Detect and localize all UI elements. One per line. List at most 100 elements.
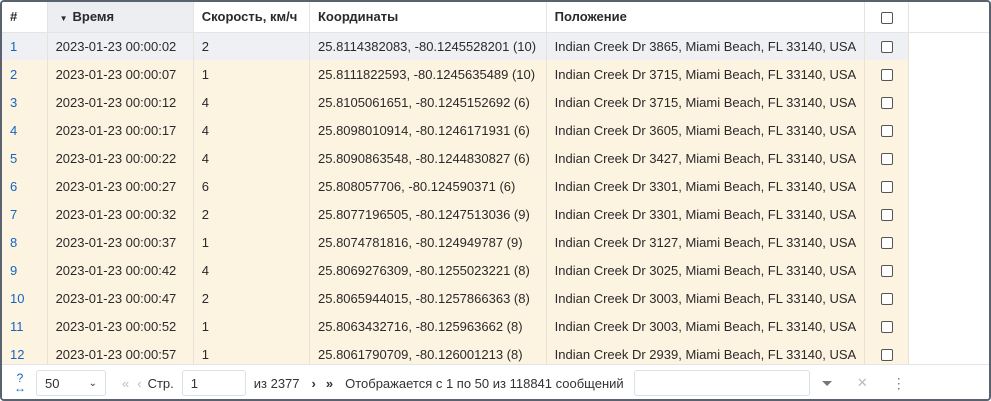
row-position: Indian Creek Dr 3301, Miami Beach, FL 33… [546, 200, 866, 228]
row-speed: 1 [193, 60, 311, 88]
table-row[interactable]: 10 2023-01-23 00:00:47 2 25.8065944015, -80… [2, 284, 989, 312]
row-time: 2023-01-23 00:00:12 [47, 88, 194, 116]
header-coordinates[interactable]: Координаты [309, 2, 547, 33]
row-coordinates: 25.8098010914, -80.1246171931 (6) [309, 116, 547, 144]
table-row[interactable]: 8 2023-01-23 00:00:37 1 25.8074781816, -80.… [2, 228, 989, 256]
row-select[interactable] [864, 116, 909, 144]
row-blank [908, 88, 989, 116]
row-checkbox[interactable] [880, 321, 893, 334]
row-position: Indian Creek Dr 3025, Miami Beach, FL 33… [546, 256, 866, 284]
header-speed[interactable]: Скорость, км/ч [193, 2, 311, 33]
row-position: Indian Creek Dr 3301, Miami Beach, FL 33… [546, 172, 866, 200]
row-select[interactable] [864, 284, 909, 312]
header-select-all[interactable] [864, 2, 909, 33]
row-speed: 4 [193, 144, 311, 172]
row-select[interactable] [864, 172, 909, 200]
row-speed: 4 [193, 256, 311, 284]
row-time: 2023-01-23 00:00:07 [47, 60, 194, 88]
pagination-bar: ? ↔ 50 ⌄ « ‹ Стр. 1 из 2377 › » Отображает… [2, 364, 989, 399]
row-checkbox[interactable] [880, 69, 893, 82]
row-select[interactable] [864, 228, 909, 256]
row-coordinates: 25.8105061651, -80.1245152692 (6) [309, 88, 547, 116]
row-coordinates: 25.8065944015, -80.1257866363 (8) [309, 284, 547, 312]
filter-icon[interactable]: ⏷ [821, 374, 833, 391]
row-time: 2023-01-23 00:00:22 [47, 144, 194, 172]
page-size-select[interactable]: 50 ⌄ [36, 370, 106, 396]
row-blank [908, 116, 989, 144]
row-position: Indian Creek Dr 3865, Miami Beach, FL 33… [546, 32, 866, 60]
row-checkbox[interactable] [880, 97, 893, 110]
header-index[interactable]: # [2, 2, 48, 33]
row-coordinates: 25.8090863548, -80.1244830827 (6) [309, 144, 547, 172]
more-options-icon[interactable]: ⋮ [891, 374, 906, 391]
row-index: 5 [2, 144, 48, 172]
table-row[interactable]: 11 2023-01-23 00:00:52 1 25.8063432716, -80… [2, 312, 989, 340]
row-checkbox[interactable] [880, 125, 893, 138]
table-row[interactable]: 9 2023-01-23 00:00:42 4 25.8069276309, -80.… [2, 256, 989, 284]
row-time: 2023-01-23 00:00:27 [47, 172, 194, 200]
filter-input[interactable] [633, 370, 810, 396]
page-input[interactable]: 1 [181, 370, 246, 396]
row-select[interactable] [864, 256, 909, 284]
row-speed: 4 [193, 88, 311, 116]
row-position: Indian Creek Dr 3605, Miami Beach, FL 33… [546, 116, 866, 144]
row-position: Indian Creek Dr 3003, Miami Beach, FL 33… [546, 312, 866, 340]
table-row[interactable]: 12 2023-01-23 00:00:57 1 25.8061790709, -80… [2, 340, 989, 368]
row-select[interactable] [864, 144, 909, 172]
row-select[interactable] [864, 88, 909, 116]
row-index: 1 [2, 32, 48, 60]
row-checkbox[interactable] [880, 41, 893, 54]
row-position: Indian Creek Dr 3427, Miami Beach, FL 33… [546, 144, 866, 172]
next-page-icon[interactable]: › [311, 375, 316, 391]
table-row[interactable]: 5 2023-01-23 00:00:22 4 25.8090863548, -80.… [2, 144, 989, 172]
row-select[interactable] [864, 312, 909, 340]
table-row[interactable]: 1 2023-01-23 00:00:02 2 25.8114382083, -80.… [2, 32, 989, 60]
row-checkbox[interactable] [880, 293, 893, 306]
row-time: 2023-01-23 00:00:37 [47, 228, 194, 256]
header-position[interactable]: Положение [546, 2, 866, 33]
row-blank [908, 228, 989, 256]
row-checkbox[interactable] [880, 265, 893, 278]
row-coordinates: 25.8061790709, -80.126001213 (8) [309, 340, 547, 368]
row-time: 2023-01-23 00:00:02 [47, 32, 194, 60]
row-coordinates: 25.8114382083, -80.1245528201 (10) [309, 32, 547, 60]
row-select[interactable] [864, 32, 909, 60]
row-checkbox[interactable] [880, 237, 893, 250]
total-pages: из 2377 [253, 375, 300, 391]
row-blank [908, 32, 989, 60]
row-select[interactable] [864, 200, 909, 228]
row-select[interactable] [864, 340, 909, 368]
last-page-icon[interactable]: » [325, 375, 334, 391]
row-blank [908, 172, 989, 200]
select-all-checkbox[interactable] [880, 11, 893, 24]
row-blank [908, 256, 989, 284]
row-index: 9 [2, 256, 48, 284]
row-checkbox[interactable] [880, 153, 893, 166]
table-row[interactable]: 3 2023-01-23 00:00:12 4 25.8105061651, -80.… [2, 88, 989, 116]
row-coordinates: 25.8074781816, -80.124949787 (9) [309, 228, 547, 256]
row-coordinates: 25.8063432716, -80.125963662 (8) [309, 312, 547, 340]
table-row[interactable]: 6 2023-01-23 00:00:27 6 25.808057706, -80.1… [2, 172, 989, 200]
header-time[interactable]: ▼ Время [47, 2, 194, 33]
table-row[interactable]: 7 2023-01-23 00:00:32 2 25.8077196505, -80.… [2, 200, 989, 228]
prev-page-icon[interactable]: ‹ [137, 375, 142, 391]
row-speed: 2 [193, 32, 311, 60]
row-select[interactable] [864, 60, 909, 88]
first-page-icon[interactable]: « [122, 375, 130, 391]
clear-filter-icon[interactable]: ✕ [856, 375, 868, 390]
row-time: 2023-01-23 00:00:52 [47, 312, 194, 340]
row-height-icon[interactable]: ? ↔ [14, 371, 26, 395]
row-checkbox[interactable] [880, 349, 893, 362]
table-row[interactable]: 4 2023-01-23 00:00:17 4 25.8098010914, -80.… [2, 116, 989, 144]
row-blank [908, 144, 989, 172]
row-speed: 2 [193, 284, 311, 312]
header-blank [908, 2, 989, 33]
table-row[interactable]: 2 2023-01-23 00:00:07 1 25.8111822593, -80.… [2, 60, 989, 88]
messages-table: # ▼ Время Скорость, км/ч Координаты Полож… [2, 2, 989, 368]
row-index: 7 [2, 200, 48, 228]
row-checkbox[interactable] [880, 209, 893, 222]
row-checkbox[interactable] [880, 181, 893, 194]
row-coordinates: 25.8111822593, -80.1245635489 (10) [309, 60, 547, 88]
row-time: 2023-01-23 00:00:17 [47, 116, 194, 144]
